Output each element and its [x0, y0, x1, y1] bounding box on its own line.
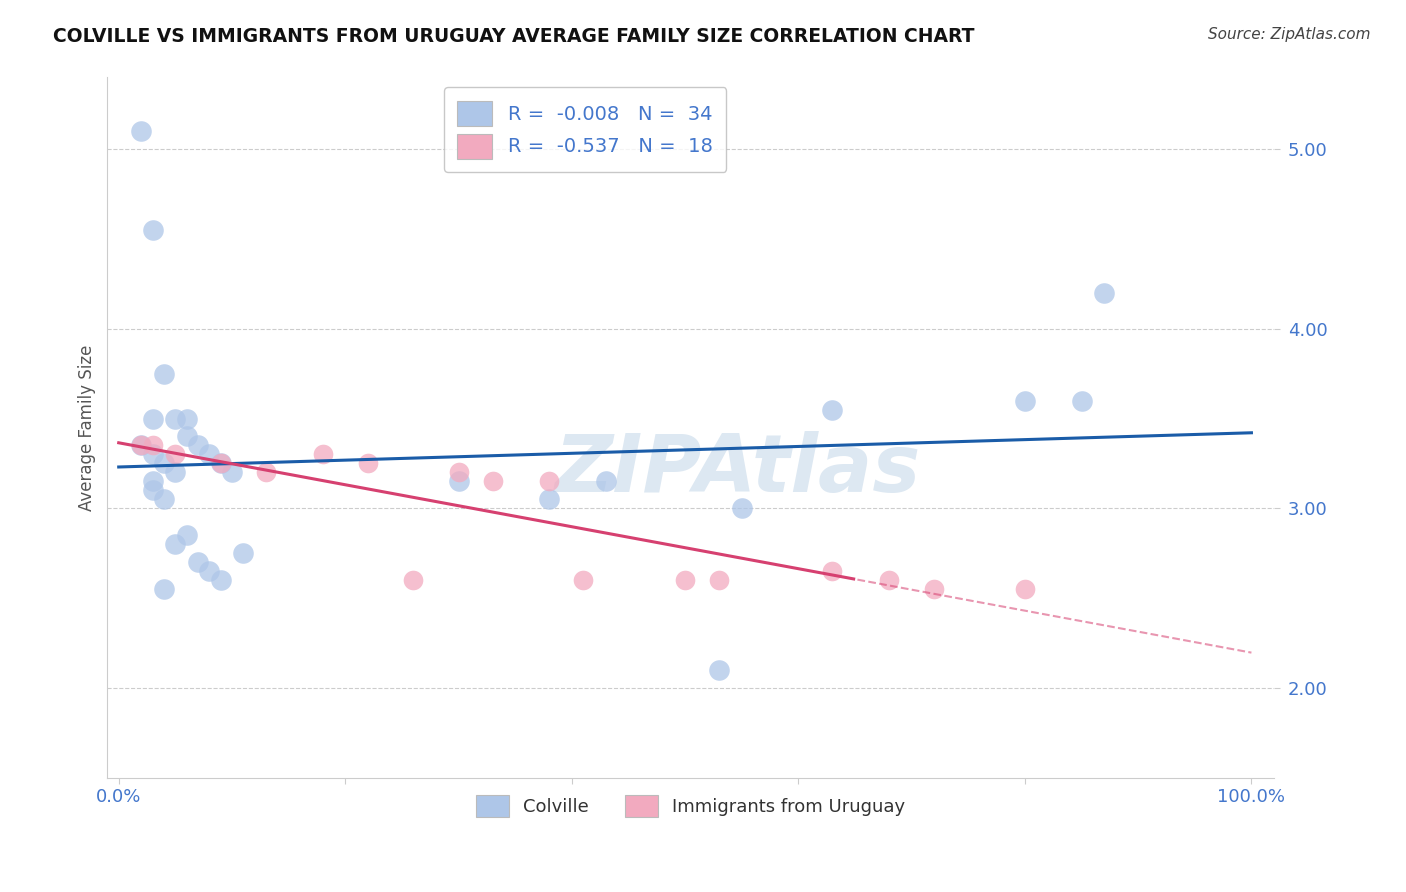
Point [176, 528, 198, 542]
Point [538, 475, 561, 489]
Point [232, 546, 254, 560]
Point [187, 555, 209, 569]
Point [311, 447, 333, 461]
Point [153, 367, 176, 381]
Point [165, 447, 187, 461]
Point [1092, 285, 1115, 300]
Point [187, 438, 209, 452]
Point [131, 124, 153, 138]
Point [131, 438, 153, 452]
Point [402, 573, 425, 587]
Text: ZIPAtlas: ZIPAtlas [554, 431, 921, 508]
Point [538, 492, 561, 507]
Point [165, 537, 187, 551]
Point [1070, 393, 1092, 408]
Point [481, 475, 503, 489]
Point [198, 564, 221, 578]
Point [1014, 582, 1036, 596]
Point [131, 438, 153, 452]
Point [165, 466, 187, 480]
Point [357, 457, 380, 471]
Point [142, 411, 165, 425]
Point [821, 564, 844, 578]
Point [142, 475, 165, 489]
Point [142, 483, 165, 498]
Point [447, 466, 470, 480]
Point [176, 411, 198, 425]
Point [176, 429, 198, 443]
Point [821, 402, 844, 417]
Point [142, 223, 165, 237]
Point [198, 447, 221, 461]
Point [221, 466, 243, 480]
Point [877, 573, 900, 587]
Point [673, 573, 696, 587]
Point [707, 573, 730, 587]
Point [209, 457, 232, 471]
Point [153, 492, 176, 507]
Point [707, 663, 730, 677]
Point [731, 501, 754, 516]
Point [209, 457, 232, 471]
Point [572, 573, 595, 587]
Point [254, 466, 277, 480]
Point [153, 457, 176, 471]
Point [153, 582, 176, 596]
Point [142, 447, 165, 461]
Point [1014, 393, 1036, 408]
Point [447, 475, 470, 489]
Point [209, 573, 232, 587]
Point [165, 411, 187, 425]
Text: COLVILLE VS IMMIGRANTS FROM URUGUAY AVERAGE FAMILY SIZE CORRELATION CHART: COLVILLE VS IMMIGRANTS FROM URUGUAY AVER… [53, 27, 974, 45]
Text: Source: ZipAtlas.com: Source: ZipAtlas.com [1208, 27, 1371, 42]
Point [922, 582, 945, 596]
Legend: Colville, Immigrants from Uruguay: Colville, Immigrants from Uruguay [470, 788, 912, 824]
Point [142, 438, 165, 452]
Point [595, 475, 617, 489]
Y-axis label: Average Family Size: Average Family Size [79, 344, 96, 511]
